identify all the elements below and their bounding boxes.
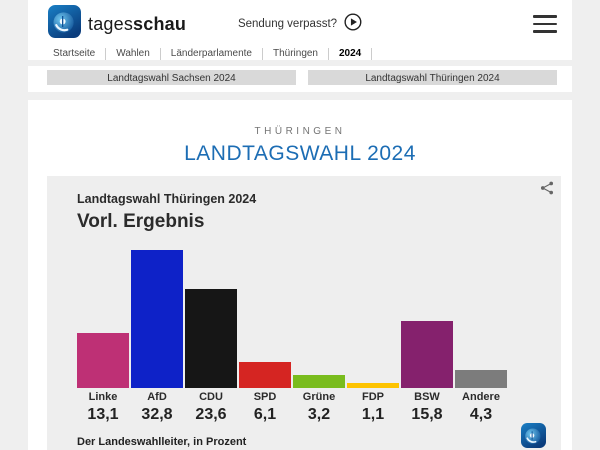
tab-landtagswahl-thueringen-2024[interactable]: Landtagswahl Thüringen 2024 [308,70,557,85]
breadcrumb: Startseite Wahlen Länderparlamente Thüri… [28,42,572,60]
sendung-verpasst-link[interactable]: Sendung verpasst? [237,12,362,36]
bar-spd [239,362,291,388]
bar-cdu [185,289,237,388]
tagesschau-logo-link[interactable]: tagesschau [48,5,186,43]
bar-row [77,247,561,388]
chart-source: Der Landeswahlleiter, in Prozent [77,436,247,448]
brand-wordmark: tagesschau [88,13,187,34]
bar-label-grüne: Grüne 3,2 [302,391,336,423]
breadcrumb-item-wahlen[interactable]: Wahlen [106,48,161,60]
spacer [28,92,572,100]
result-chart-card: Landtagswahl Thüringen 2024 Vorl. Ergebn… [47,176,561,450]
bar-andere [455,370,507,388]
hamburger-menu-icon[interactable] [533,12,557,36]
site-header: tagesschau Sendung verpasst? Startseite … [28,0,572,60]
breadcrumb-item-2024[interactable]: 2024 [329,48,373,60]
page-content: tagesschau Sendung verpasst? Startseite … [28,0,572,450]
bar-label-afd: AfD 32,8 [141,391,173,423]
tab-landtagswahl-sachsen-2024[interactable]: Landtagswahl Sachsen 2024 [47,70,296,85]
breadcrumb-item-startseite[interactable]: Startseite [53,48,107,60]
chart-subtitle: Vorl. Ergebnis [77,211,205,232]
bar-bsw [401,321,453,388]
page-title: LANDTAGSWAHL 2024 [184,142,416,165]
page-kicker: THÜRINGEN [254,126,346,137]
bar-label-andere: Andere 4,3 [462,391,500,423]
sendung-verpasst-label: Sendung verpasst? [237,18,338,30]
breadcrumb-item-thueringen[interactable]: Thüringen [263,48,329,60]
bar-linke [77,333,129,388]
bar-label-spd: SPD 6,1 [253,391,277,423]
tagesschau-globe-icon-small[interactable] [521,423,546,448]
bar-fdp [347,383,399,388]
bar-label-cdu: CDU 23,6 [195,391,227,423]
bar-grüne [293,375,345,388]
bar-label-bsw: BSW 15,8 [411,391,443,423]
share-icon[interactable] [540,181,554,195]
breadcrumb-item-laenderparlamente[interactable]: Länderparlamente [161,48,263,60]
main-content: THÜRINGEN LANDTAGSWAHL 2024 Landtagswahl… [28,100,572,450]
bar-afd [131,250,183,388]
election-tabs: Landtagswahl Sachsen 2024 Landtagswahl T… [28,66,572,92]
label-row: Linke 13,1 AfD 32,8 CDU 23,6 SPD 6,1 Grüne 3,2 FDP… [77,391,561,424]
play-icon[interactable] [344,12,362,36]
tagesschau-globe-icon [48,5,81,43]
bar-label-fdp: FDP 1,1 [361,391,385,423]
chart-title: Landtagswahl Thüringen 2024 [77,192,257,206]
bar-label-linke: Linke 13,1 [87,391,119,423]
